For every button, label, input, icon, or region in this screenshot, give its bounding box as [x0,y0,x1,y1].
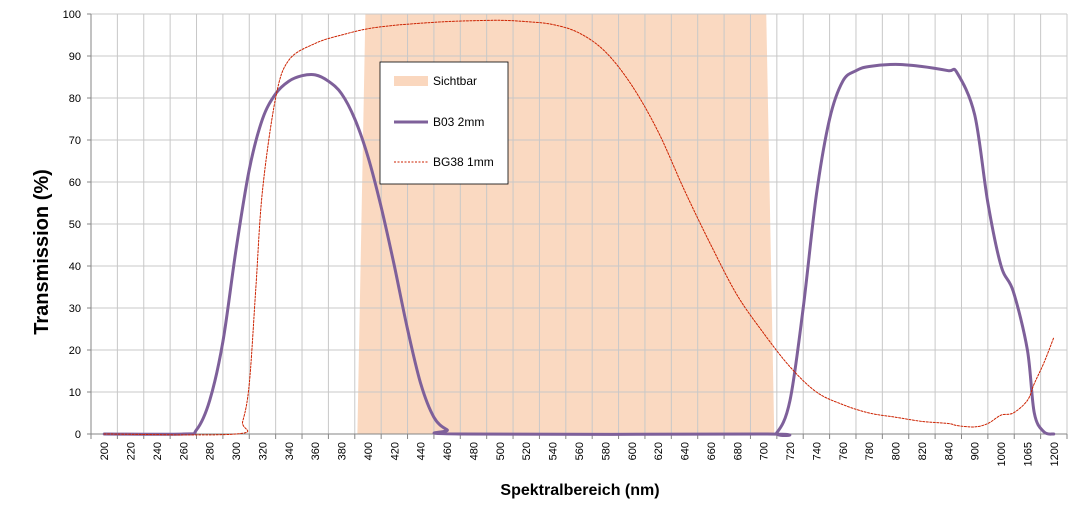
legend-swatch-sichtbar [394,76,428,86]
x-tick-label: 200 [99,442,111,460]
x-tick-label: 1065 [1022,442,1034,466]
x-tick-label: 800 [891,442,903,460]
x-tick-label: 840 [943,442,955,460]
y-tick-label: 30 [69,303,81,315]
legend-label-sichtbar: Sichtbar [433,74,477,88]
x-tick-label: 820 [917,442,929,460]
x-tick-label: 360 [310,442,322,460]
x-tick-label: 740 [811,442,823,460]
x-tick-label: 320 [257,442,269,460]
x-tick-label: 580 [600,442,612,460]
x-tick-label: 1200 [1049,442,1061,466]
x-tick-label: 400 [363,442,375,460]
legend-label-bg38: BG38 1mm [433,155,494,169]
legend: Sichtbar B03 2mm BG38 1mm [379,61,509,185]
x-tick-label: 680 [732,442,744,460]
y-tick-label: 60 [69,177,81,189]
x-tick-label: 540 [548,442,560,460]
x-tick-label: 240 [152,442,164,460]
series-line-bg38 [103,19,1055,436]
x-tick-label: 560 [574,442,586,460]
x-tick-label: 780 [864,442,876,460]
y-tick-label: 80 [69,93,81,105]
x-tick-label: 260 [178,442,190,460]
x-tick-label: 340 [284,442,296,460]
grid-layer [90,13,1068,435]
y-tick-label: 100 [63,9,81,21]
y-tick-label: 20 [69,345,81,357]
y-axis-title: Transmission (%) [31,169,53,335]
x-tick-label: 660 [706,442,718,460]
x-tick-label: 600 [627,442,639,460]
y-tick-label: 40 [69,261,81,273]
x-tick-label: 1000 [996,442,1008,466]
x-tick-label: 900 [970,442,982,460]
x-tick-label: 380 [337,442,349,460]
x-tick-label: 640 [680,442,692,460]
x-tick-label: 480 [468,442,480,460]
x-tick-label: 300 [231,442,243,460]
series-line-b03 [102,62,1056,438]
x-tick-label: 220 [126,442,138,460]
y-tick-label: 70 [69,135,81,147]
legend-label-b03: B03 2mm [433,115,484,129]
x-axis-title: Spektralbereich (nm) [500,482,659,499]
y-tick-label: 50 [69,219,81,231]
x-tick-label: 620 [653,442,665,460]
x-tick-label: 420 [389,442,401,460]
y-tick-label: 90 [69,51,81,63]
x-tick-label: 760 [838,442,850,460]
x-tick-label: 700 [759,442,771,460]
x-tick-label: 720 [785,442,797,460]
y-tick-label: 10 [69,387,81,399]
x-tick-label: 460 [442,442,454,460]
x-tick-label: 520 [521,442,533,460]
x-tick-label: 500 [495,442,507,460]
series-layer [102,19,1056,438]
y-tick-label: 0 [75,429,81,441]
x-tick-label: 440 [416,442,428,460]
x-tick-label: 280 [205,442,217,460]
tick-labels-layer: 0 10 20 30 40 50 60 70 80 90 100 200 220 240 260 280 300… [63,9,1061,466]
